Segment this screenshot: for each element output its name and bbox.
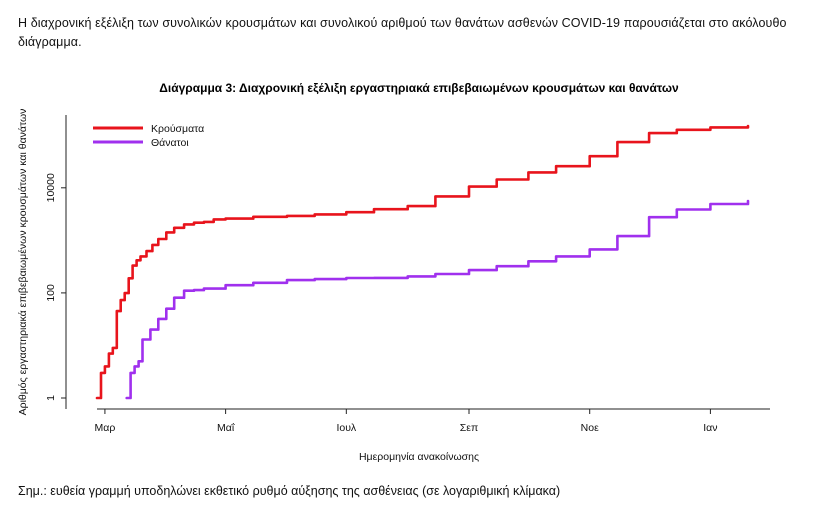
y-tick-label: 10000 <box>45 173 57 202</box>
legend-label-deaths: Θάνατοι <box>151 137 189 149</box>
chart-title: Διάγραμμα 3: Διαχρονική εξέλιξη εργαστηρ… <box>159 81 679 95</box>
legend: Κρούσματα Θάνατοι <box>93 123 204 149</box>
y-axis-label: Αριθμός εργαστηριακά επιβεβαιωμένων κρου… <box>17 109 29 416</box>
x-axis-label: Ημερομηνία ανακοίνωσης <box>359 451 479 463</box>
x-tick-label: Νοε <box>581 422 599 434</box>
x-axis-ticks: Μαρ Μαΐ Ιουλ Σεπ Νοε Ιαν <box>95 409 718 434</box>
y-tick-label: 100 <box>45 284 57 302</box>
legend-label-cases: Κρούσματα <box>151 123 204 135</box>
x-tick-label: Ιαν <box>703 422 717 434</box>
x-tick-label: Σεπ <box>460 422 478 434</box>
x-tick-label: Μαρ <box>95 422 116 434</box>
intro-paragraph: Η διαχρονική εξέλιξη των συνολικών κρουσ… <box>18 16 787 49</box>
x-tick-label: Ιουλ <box>336 422 356 434</box>
series-lines <box>95 124 750 400</box>
deaths-line <box>125 199 750 400</box>
y-axis-ticks: 1 100 10000 <box>45 173 66 401</box>
y-tick-label: 1 <box>45 395 57 401</box>
cases-line <box>95 124 750 400</box>
footnote: Σημ.: ευθεία γραμμή υποδηλώνει εκθετικό … <box>18 484 561 498</box>
x-tick-label: Μαΐ <box>217 422 235 434</box>
